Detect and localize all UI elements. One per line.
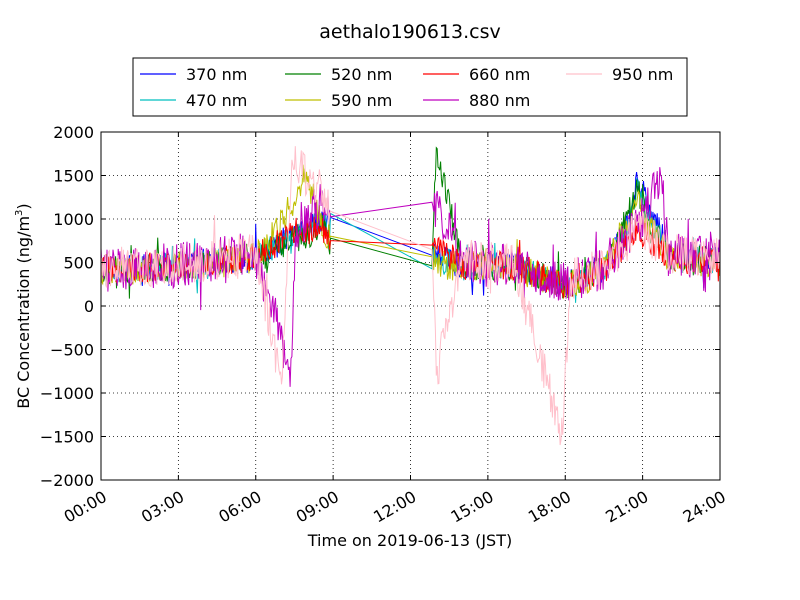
y-tick-label: −1000 <box>40 384 94 403</box>
y-tick-label: 1500 <box>53 167 94 186</box>
x-tick-labels: 00:00 03:00 06:00 09:00 12:00 15:00 18:00 21:00… <box>61 487 729 527</box>
y-tick-labels: −2000 −1500 −1000 −500 0 500 1000 1500 2000 <box>40 123 94 490</box>
x-tick-label: 21:00 <box>602 487 651 527</box>
legend-label: 880 nm <box>469 91 530 110</box>
y-axis-label-close: ) <box>14 203 33 209</box>
y-axis-label-main: BC Concentration (ng/m <box>14 216 33 409</box>
x-tick-label: 03:00 <box>138 487 187 527</box>
x-tick-label: 09:00 <box>293 487 342 527</box>
legend-label: 520 nm <box>331 65 392 84</box>
axis-ticks <box>100 131 721 481</box>
y-tick-label: −2000 <box>40 471 94 490</box>
y-axis-label: BC Concentration (ng/m3) <box>14 203 33 408</box>
x-tick-label: 18:00 <box>525 487 574 527</box>
x-tick-label: 15:00 <box>447 487 496 527</box>
legend-label: 660 nm <box>469 65 530 84</box>
legend-label: 590 nm <box>331 91 392 110</box>
y-tick-label: −1500 <box>40 428 94 447</box>
plot-background <box>101 132 720 480</box>
x-tick-label: 24:00 <box>680 487 729 527</box>
legend-label: 370 nm <box>186 65 247 84</box>
legend-label: 950 nm <box>612 65 673 84</box>
x-axis-label: Time on 2019-06-13 (JST) <box>307 531 512 550</box>
y-tick-label: 1000 <box>53 210 94 229</box>
y-tick-label: 2000 <box>53 123 94 142</box>
x-tick-label: 12:00 <box>370 487 419 527</box>
y-axis-label-sup: 3 <box>14 210 25 216</box>
series-line <box>101 146 720 446</box>
x-tick-label: 00:00 <box>61 487 110 527</box>
y-tick-label: 0 <box>84 297 94 316</box>
series-lines <box>101 146 720 446</box>
y-tick-label: 500 <box>63 254 94 273</box>
legend: 370 nm 470 nm 520 nm 590 nm 660 nm 880 nm 950 … <box>132 57 688 117</box>
legend-label: 470 nm <box>186 91 247 110</box>
chart-title: aethalo190613.csv <box>319 21 501 43</box>
y-tick-label: −500 <box>50 341 94 360</box>
legend-frame <box>132 57 688 117</box>
x-tick-label: 06:00 <box>215 487 264 527</box>
